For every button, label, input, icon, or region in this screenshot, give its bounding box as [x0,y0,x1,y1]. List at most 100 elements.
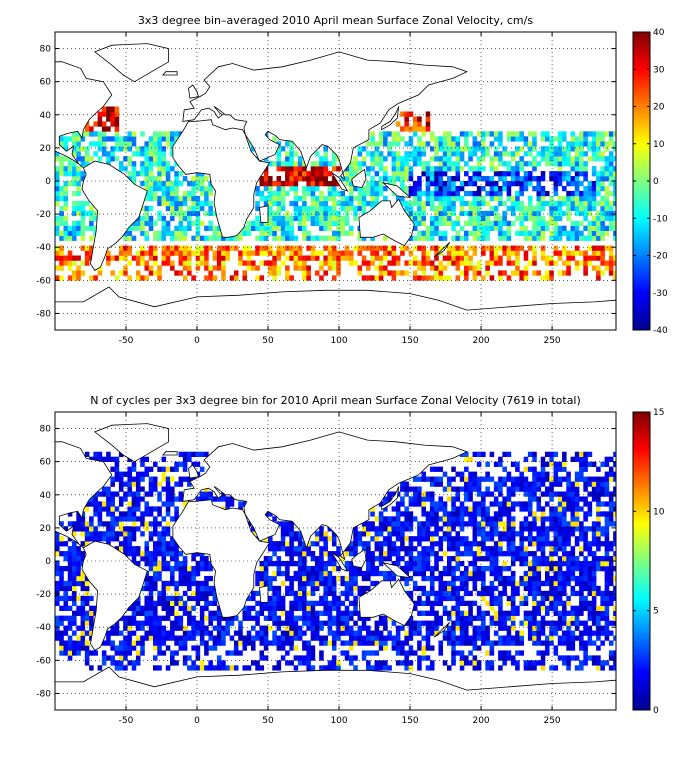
bin-cell [464,481,469,487]
bin-cell [374,630,380,636]
bin-cell [263,565,269,572]
bin-cell [131,161,137,167]
bin-cell [459,541,465,547]
bin-cell [429,585,435,592]
bin-cell [272,590,277,597]
bin-cell [408,511,414,517]
bin-cell [366,275,371,281]
bin-cell [263,220,269,226]
bin-cell [161,185,167,192]
bin-cell [182,210,188,217]
bin-cell [451,496,456,502]
bin-cell [140,585,145,592]
bin-cell [165,561,171,567]
bin-cell [464,546,469,552]
bin-cell [591,141,597,147]
bin-cell [323,570,328,577]
bin-cell [131,521,137,527]
bin-cell [148,595,154,602]
bin-cell [400,546,405,552]
bin-cell [442,141,448,147]
bin-cell [285,156,290,162]
bin-cell [195,235,201,241]
bin-cell [570,235,576,241]
bin-cell [314,220,320,226]
bin-cell [370,200,375,207]
bin-cell [391,635,397,641]
bin-cell [506,471,512,477]
bin-cell [481,496,486,502]
bin-cell [285,181,290,187]
bin-cell [319,610,324,616]
bin-cell [613,270,616,276]
bin-cell [319,620,324,626]
bin-cell [280,225,286,231]
bin-cell [519,521,524,527]
bin-cell [485,476,490,482]
bin-cell [182,625,188,631]
bin-cell [472,570,478,577]
bin-cell [608,220,614,226]
bin-cell [549,461,554,467]
bin-cell [455,496,461,502]
bin-cell [272,640,277,646]
bin-cell [191,461,196,467]
bin-cell [544,161,550,167]
bin-cell [523,660,529,666]
bin-cell [476,260,482,266]
bin-cell [344,610,350,616]
bin-cell [361,575,367,582]
bin-cell [123,625,128,631]
bin-cell [268,185,273,192]
bin-cell [408,171,414,177]
bin-cell [498,536,503,542]
bin-cell [204,600,209,606]
bin-cell [204,590,209,597]
bin-cell [468,205,473,212]
bin-cell [144,230,150,236]
bin-cell [323,595,328,602]
bin-cell [442,265,448,271]
bin-cell [76,151,81,157]
bin-cell [438,146,444,152]
bin-cell [204,575,209,582]
bin-cell [118,501,124,507]
bin-cell [557,565,563,572]
bin-cell [72,235,77,241]
bin-cell [293,195,299,202]
bin-cell [212,210,218,217]
bin-cell [557,481,563,487]
bin-cell [570,181,576,187]
bin-cell [246,225,252,231]
bin-cell [208,220,213,226]
bin-cell [276,565,282,572]
bin-cell [250,595,256,602]
bin-cell [459,516,465,522]
bin-cell [191,630,196,636]
bin-cell [161,466,167,472]
bin-cell [135,605,141,611]
bin-cell [378,161,384,167]
bin-cell [319,205,324,212]
bin-cell [268,605,273,611]
bin-cell [106,496,111,502]
bin-cell [515,195,520,202]
bin-cell [246,141,252,147]
bin-cell [485,471,490,477]
bin-cell [408,595,414,602]
bin-cell [613,181,616,187]
bin-cell [259,650,265,656]
bin-cell [59,171,64,177]
bin-cell [476,481,482,487]
bin-cell [263,185,269,192]
bin-cell [549,205,554,212]
bin-cell [302,235,307,241]
bin-cell [314,235,320,241]
bin-cell [310,161,316,167]
bin-cell [84,131,90,137]
bin-cell [557,506,563,512]
bin-cell [140,205,145,212]
bin-cell [562,225,567,231]
bin-cell [353,570,358,577]
bin-cell [127,541,132,547]
